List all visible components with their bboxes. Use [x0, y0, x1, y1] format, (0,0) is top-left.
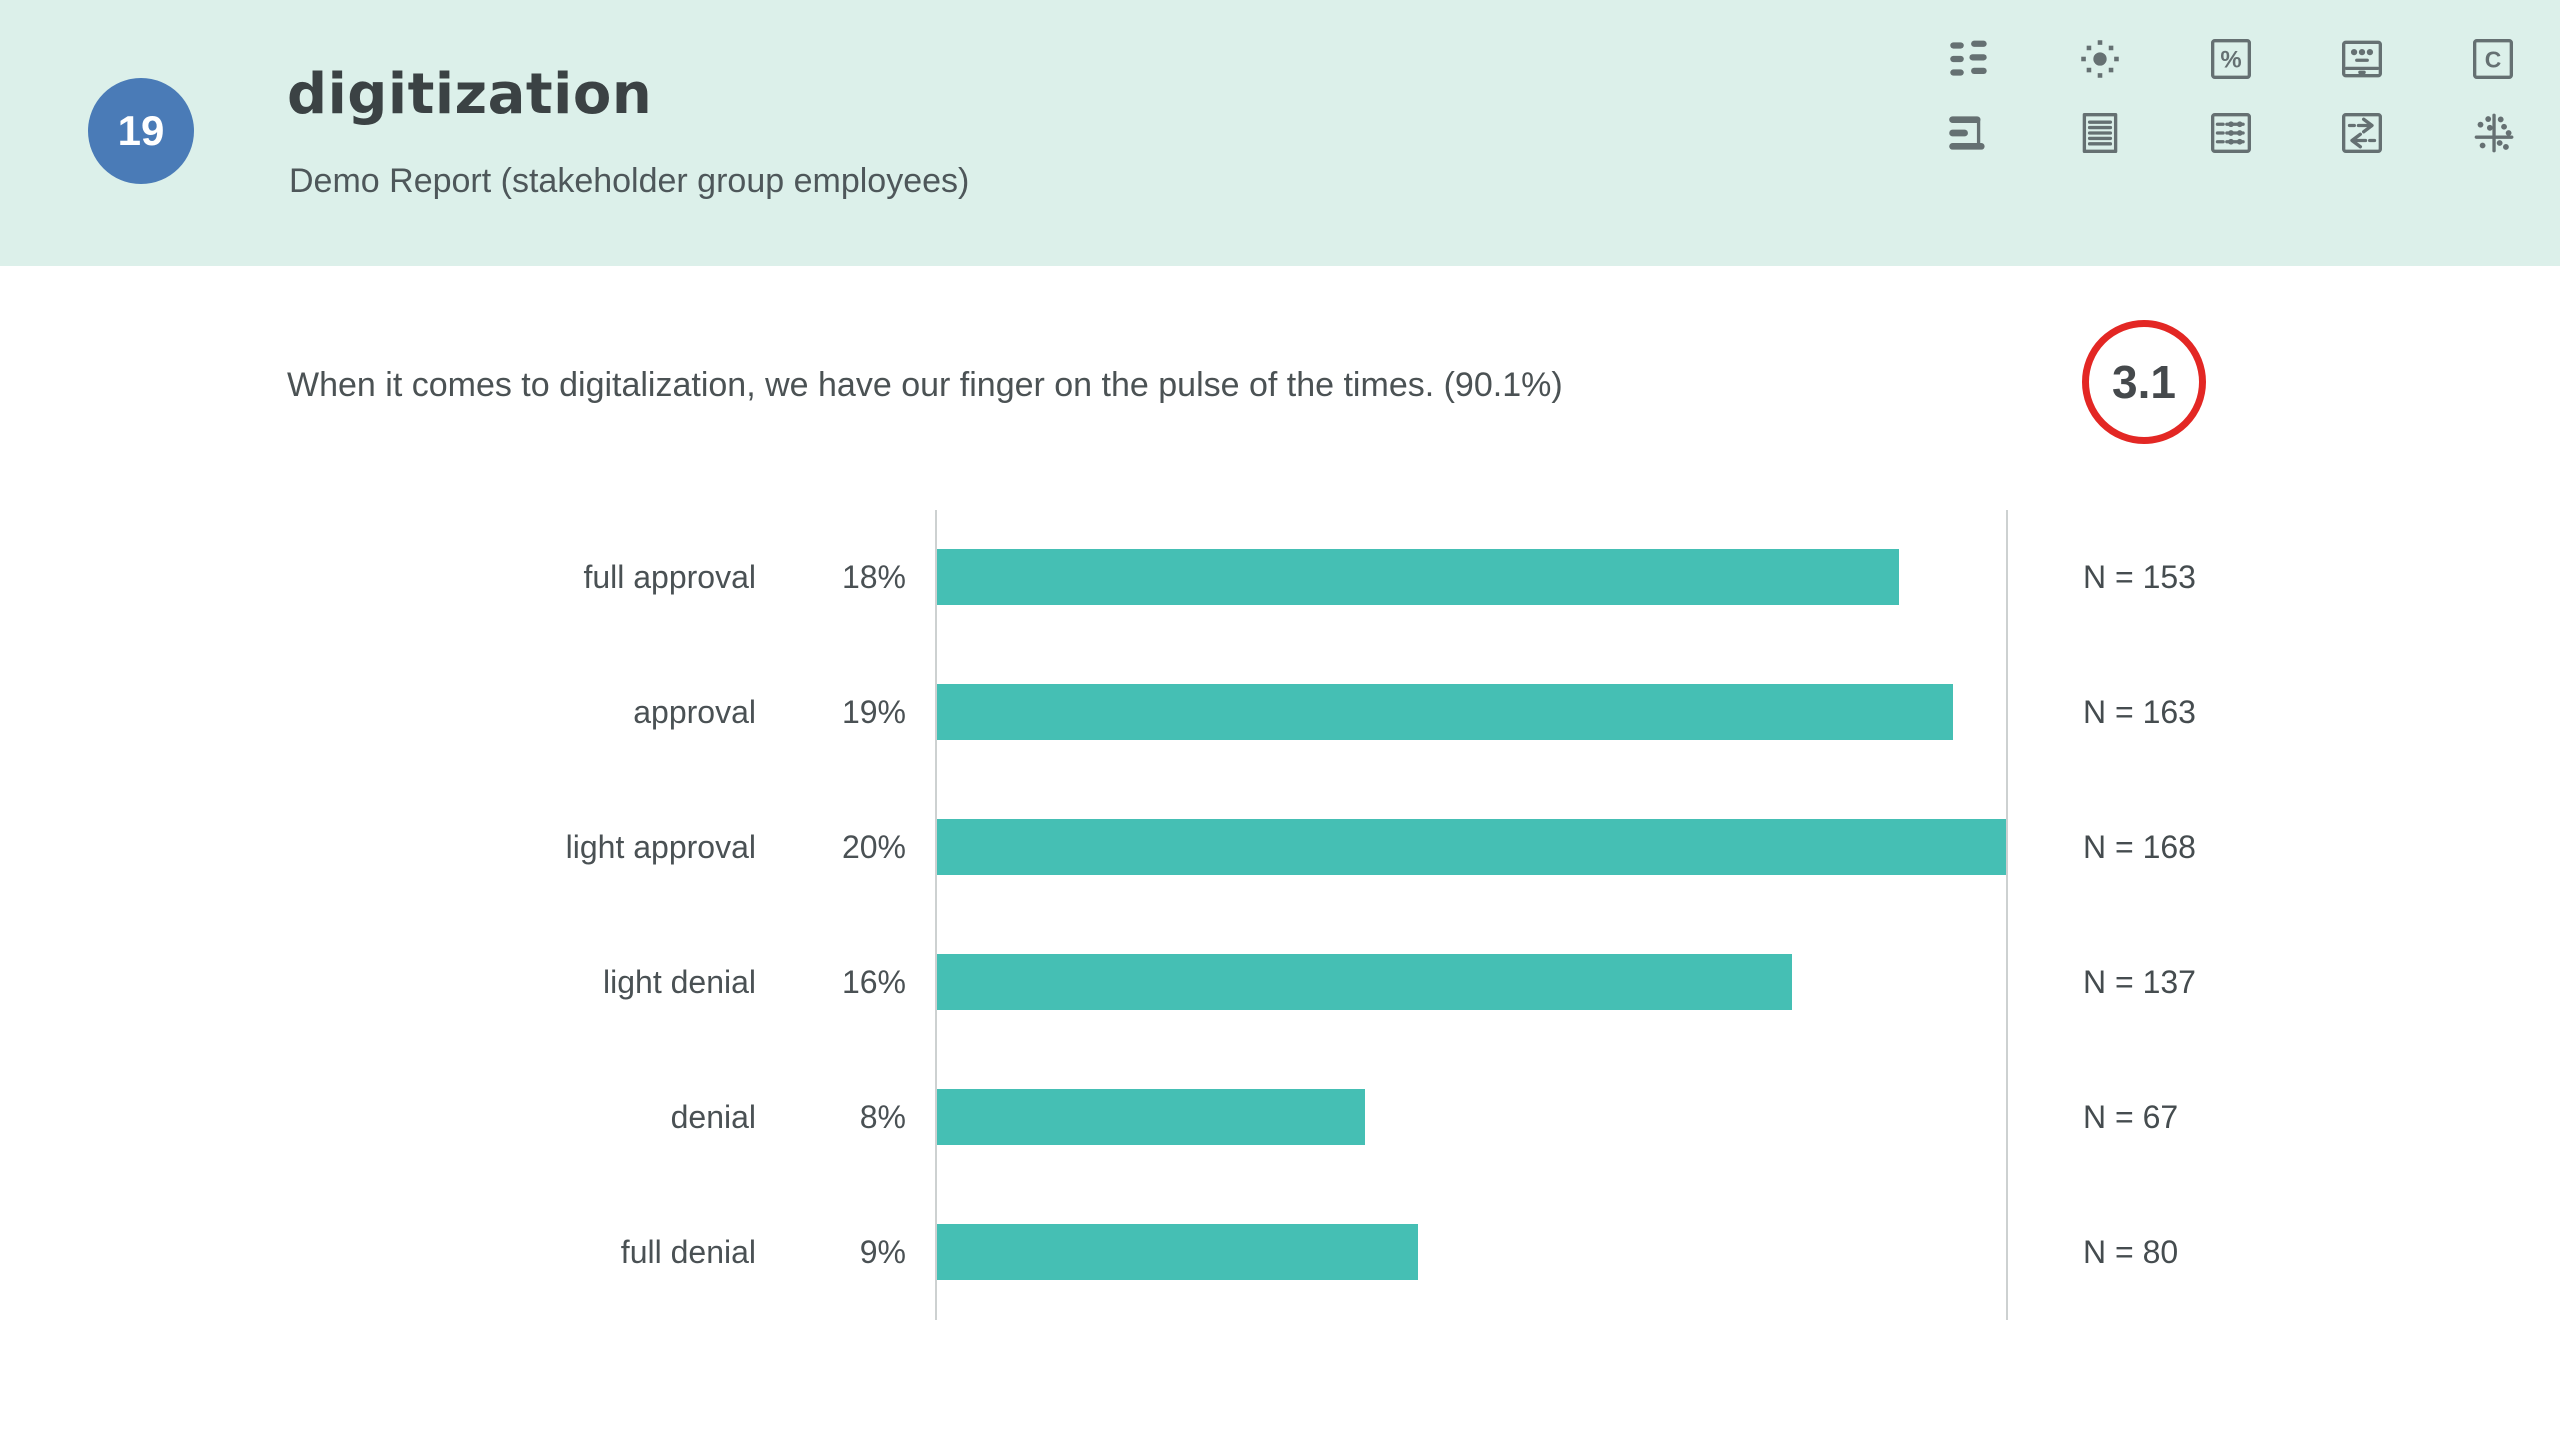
matrix-table-button[interactable] — [2206, 108, 2256, 158]
axis-line-right — [2006, 510, 2008, 1320]
scatter-plot-icon — [2474, 113, 2514, 153]
bar — [937, 819, 2006, 875]
header: 19 digitization Demo Report (stakeholder… — [0, 0, 2560, 266]
letter-c-button[interactable]: C — [2468, 34, 2518, 84]
value-label: 16% — [841, 964, 906, 1000]
page-subtitle: Demo Report (stakeholder group employees… — [289, 162, 970, 200]
percent-box-icon: % — [2211, 39, 2252, 80]
chart-row: light denial 16% N = 137 — [0, 915, 2560, 1050]
letter-c-icon: C — [2473, 39, 2514, 80]
letter-c-glyph: C — [2485, 46, 2502, 72]
chart-row: full approval 18% N = 153 — [0, 510, 2560, 645]
bar-chart: full approval 18% N = 153 approval 19% N… — [0, 510, 2560, 1320]
page-title: digitization — [287, 62, 653, 127]
bar — [937, 1224, 1419, 1280]
toolbar: % C — [1944, 34, 2518, 158]
page-number-badge: 19 — [88, 78, 194, 184]
horizontal-bar-chart-button[interactable] — [1944, 108, 1994, 158]
category-label: approval — [633, 694, 756, 730]
value-label: 8% — [859, 1099, 906, 1135]
count-label: N = 67 — [2083, 1099, 2179, 1135]
bar-track — [937, 1224, 2006, 1280]
category-label: light approval — [565, 829, 756, 865]
percent-box-button[interactable]: % — [2206, 34, 2256, 84]
bar-track — [937, 1089, 2006, 1145]
score-badge: 3.1 — [2082, 320, 2206, 444]
bar — [937, 684, 1953, 740]
category-label: light denial — [603, 964, 756, 1000]
text-document-button[interactable] — [2075, 108, 2125, 158]
category-label: full approval — [583, 559, 756, 595]
chart-row: approval 19% N = 163 — [0, 645, 2560, 780]
question-text: When it comes to digitalization, we have… — [287, 366, 1563, 404]
axis-line-left — [935, 510, 937, 1320]
swap-arrows-icon — [2342, 113, 2383, 154]
count-label: N = 153 — [2083, 559, 2196, 595]
bar-track — [937, 954, 2006, 1010]
swap-arrows-button[interactable] — [2337, 108, 2387, 158]
bar-track — [937, 819, 2006, 875]
bar-track — [937, 549, 2006, 605]
bar-track — [937, 684, 2006, 740]
count-label: N = 163 — [2083, 694, 2196, 730]
sun-button[interactable] — [2075, 34, 2125, 84]
sun-icon — [2081, 40, 2119, 78]
chart-row: denial 8% N = 67 — [0, 1050, 2560, 1185]
scatter-plot-button[interactable] — [2468, 108, 2518, 158]
value-label: 9% — [859, 1234, 906, 1270]
bar — [937, 549, 1900, 605]
text-document-icon — [2082, 113, 2118, 154]
dash-grid-button[interactable] — [1944, 34, 1994, 84]
chart-row: light approval 20% N = 168 — [0, 780, 2560, 915]
presentation-icon — [2342, 40, 2383, 78]
bar — [937, 954, 1793, 1010]
horizontal-bar-chart-icon — [1949, 116, 1985, 150]
dash-grid-icon — [1950, 40, 1987, 76]
count-label: N = 137 — [2083, 964, 2196, 1000]
count-label: N = 168 — [2083, 829, 2196, 865]
category-label: full denial — [620, 1234, 756, 1270]
presentation-button[interactable] — [2337, 34, 2387, 84]
bar — [937, 1089, 1365, 1145]
score-value: 3.1 — [2112, 356, 2176, 408]
percent-glyph: % — [2220, 46, 2241, 73]
category-label: denial — [670, 1099, 756, 1135]
value-label: 20% — [841, 829, 906, 865]
matrix-table-icon — [2211, 113, 2252, 154]
count-label: N = 80 — [2083, 1234, 2179, 1270]
value-label: 18% — [841, 559, 906, 595]
chart-row: full denial 9% N = 80 — [0, 1185, 2560, 1320]
value-label: 19% — [841, 694, 906, 730]
